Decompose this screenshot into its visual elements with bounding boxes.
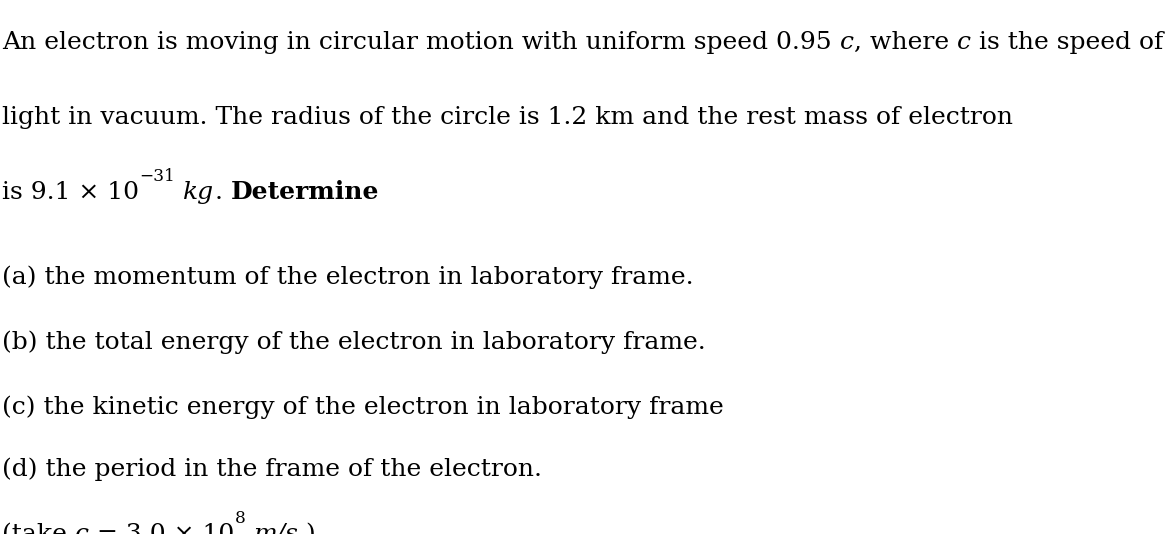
Text: is the speed of: is the speed of bbox=[971, 31, 1163, 54]
Text: c: c bbox=[75, 523, 89, 534]
Text: c: c bbox=[840, 31, 854, 54]
Text: , where: , where bbox=[854, 31, 957, 54]
Text: (c) the kinetic energy of the electron in laboratory frame: (c) the kinetic energy of the electron i… bbox=[2, 396, 724, 419]
Text: (d) the period in the frame of the electron.: (d) the period in the frame of the elect… bbox=[2, 458, 543, 481]
Text: (take: (take bbox=[2, 523, 75, 534]
Text: An electron is moving in circular motion with uniform speed 0.95: An electron is moving in circular motion… bbox=[2, 31, 840, 54]
Text: = 3.0 × 10: = 3.0 × 10 bbox=[89, 523, 235, 534]
Text: is 9.1 × 10: is 9.1 × 10 bbox=[2, 181, 139, 204]
Text: c: c bbox=[957, 31, 971, 54]
Text: −31: −31 bbox=[139, 168, 176, 185]
Text: m/s: m/s bbox=[254, 523, 298, 534]
Text: .: . bbox=[214, 181, 230, 204]
Text: 8: 8 bbox=[235, 510, 246, 527]
Text: Determine: Determine bbox=[230, 180, 379, 204]
Text: light in vacuum. The radius of the circle is 1.2 km and the rest mass of electro: light in vacuum. The radius of the circl… bbox=[2, 106, 1013, 129]
Text: ): ) bbox=[298, 523, 316, 534]
Text: (a) the momentum of the electron in laboratory frame.: (a) the momentum of the electron in labo… bbox=[2, 265, 694, 289]
Text: (b) the total energy of the electron in laboratory frame.: (b) the total energy of the electron in … bbox=[2, 331, 707, 354]
Text: kg: kg bbox=[184, 181, 214, 204]
